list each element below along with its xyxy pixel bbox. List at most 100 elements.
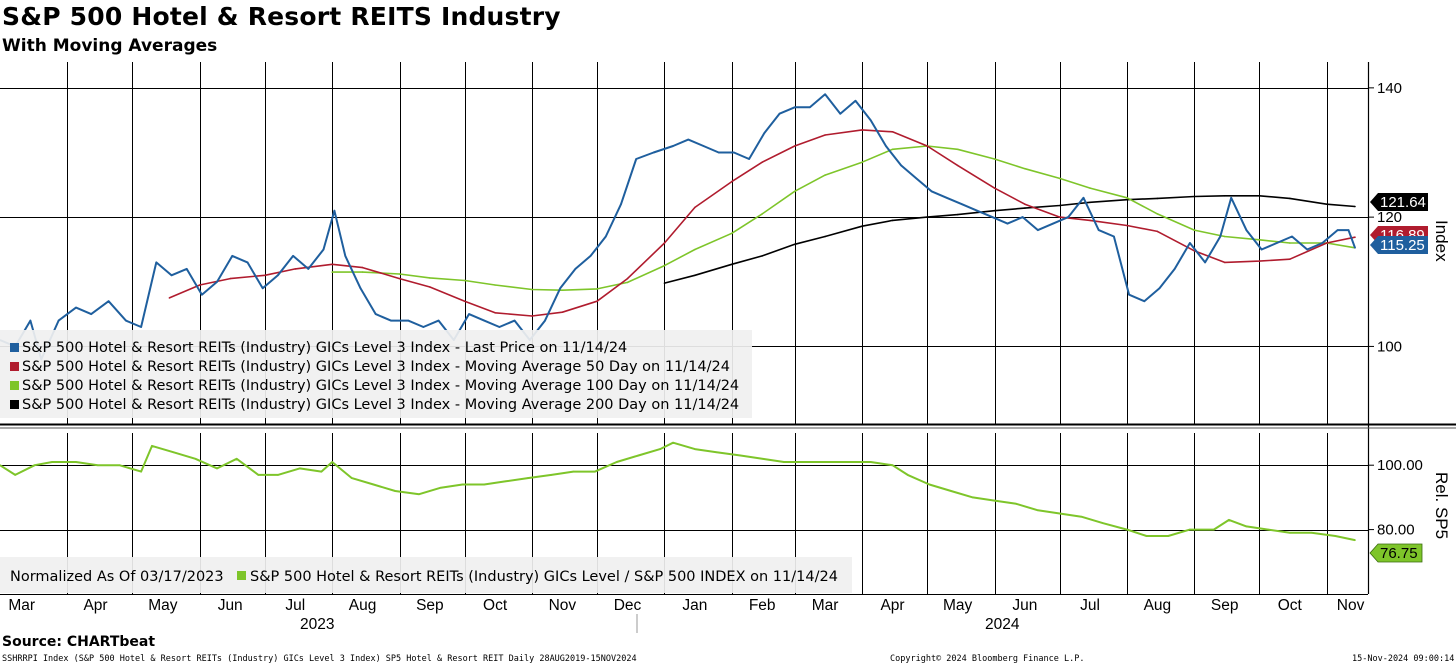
series-ma50-point <box>361 266 364 269</box>
series-ma100-point <box>463 279 466 282</box>
series-last-price-point <box>945 197 948 199</box>
series-last-price-point <box>90 313 92 315</box>
series-last-price-point <box>344 255 347 257</box>
x-axis-month-label: Mar <box>812 597 839 614</box>
legend-label-ma200: S&P 500 Hotel & Resort REITs (Industry) … <box>22 397 739 413</box>
series-relative-point <box>659 448 661 450</box>
x-axis-month-label: May <box>148 597 178 614</box>
series-ma200-point <box>993 209 996 212</box>
series-last-price-point <box>635 158 637 160</box>
series-ma100-point <box>1058 177 1061 180</box>
series-ma100-point <box>561 289 564 292</box>
series-last-price-point <box>1204 261 1206 264</box>
series-relative-point <box>194 458 197 460</box>
series-last-price-point <box>1067 216 1070 218</box>
series-relative-point <box>235 458 238 460</box>
upper-y-tick-label: 120 <box>1377 209 1402 226</box>
series-last-price-point <box>107 300 110 303</box>
series-relative-point <box>1058 512 1061 515</box>
series-relative-point <box>572 470 575 473</box>
series-last-price-point <box>605 235 607 238</box>
series-relative-point <box>526 477 529 479</box>
series-ma200-point <box>1325 203 1328 205</box>
series-relative-point <box>694 448 696 450</box>
series-ma100-point <box>1126 197 1128 199</box>
series-relative-point <box>298 467 301 470</box>
series-relative-point <box>0 464 1 466</box>
series-ma100-point <box>1156 213 1159 215</box>
series-last-price-point <box>748 158 750 160</box>
x-axis-year-2023: 2023 <box>300 616 334 633</box>
series-relative-point <box>1189 528 1191 531</box>
series-last-price-point <box>869 119 872 121</box>
series-ma200-point <box>1289 197 1291 200</box>
legend-label-ma50: S&P 500 Hotel & Resort REITs (Industry) … <box>22 359 730 375</box>
series-relative-point <box>1267 528 1269 531</box>
legend-swatch-ma50 <box>10 362 19 371</box>
series-ma50-point <box>429 286 431 288</box>
lower-y-tick-label: 80.00 <box>1377 522 1415 539</box>
x-axis-month-label: Feb <box>749 597 776 614</box>
series-last-price-point <box>57 319 60 322</box>
series-ma100-point <box>626 281 629 284</box>
lower-panel-series <box>0 441 1356 542</box>
series-ma50-point <box>1325 242 1328 244</box>
chart-title: S&P 500 Hotel & Resort REITS Industry <box>2 2 561 31</box>
series-ma100-point <box>331 271 334 273</box>
lower-y-axis-title: Rel. SP5 <box>1432 472 1451 539</box>
series-last-price-point <box>322 248 325 251</box>
x-axis-month-labels: Mar Apr May Jun Jul Aug Sep Oct Nov Dec Jan Feb Mar A… <box>8 597 1364 614</box>
series-ma200-point <box>1058 204 1061 207</box>
series-relative-point <box>394 490 397 492</box>
series-ma50-point <box>891 131 894 133</box>
series-ma200-point <box>1258 195 1261 197</box>
series-last-price-point <box>231 255 234 257</box>
series-last-price-point <box>900 164 902 167</box>
series-ma200-point <box>824 235 826 238</box>
series-ma50-point <box>824 134 826 136</box>
series-ma100-point <box>398 273 401 275</box>
x-axis-month-label: Sep <box>416 597 444 614</box>
legend-swatch-ma100 <box>10 381 19 390</box>
series-relative-point <box>715 451 718 454</box>
legend-label-normalized: Normalized As Of 03/17/2023 <box>10 569 224 585</box>
series-last-price-point <box>1037 229 1039 231</box>
series-relative-point <box>972 496 974 499</box>
series-last-price-point <box>374 313 377 315</box>
series-relative-point <box>151 445 153 447</box>
series-ma50-point <box>1089 219 1091 222</box>
series-ma50-point <box>694 206 696 209</box>
upper-y-tick-label: 100 <box>1377 338 1402 355</box>
series-ma200-point <box>861 225 863 227</box>
series-last-price-point <box>1082 197 1085 199</box>
series-ma100-point <box>1289 242 1291 244</box>
series-relative-point <box>1245 525 1248 528</box>
series-relative-point <box>739 454 742 457</box>
series-ma50-point <box>1156 230 1159 233</box>
series-last-price-point <box>75 306 77 309</box>
x-axis-month-label: Oct <box>483 597 508 614</box>
series-relative-point <box>1015 503 1017 505</box>
series-last-price-point <box>125 319 127 322</box>
series-relative-point <box>637 454 640 457</box>
series-last-price-point <box>733 151 735 154</box>
series-last-price-point <box>809 106 811 109</box>
series-last-price-point <box>544 319 546 322</box>
series-ma50-point <box>663 242 666 244</box>
series-relative-point <box>320 470 323 473</box>
series-last-price-point <box>468 313 470 315</box>
series-ma50-point <box>596 300 598 303</box>
series-last-price-point <box>1321 242 1324 244</box>
series-last-price-point <box>513 319 516 322</box>
series-ma100-point <box>361 271 364 273</box>
series-ma50-point <box>1289 258 1291 261</box>
series-last-price-point <box>359 287 362 290</box>
footer-copyright: Copyright© 2024 Bloomberg Finance L.P. <box>890 654 1085 664</box>
x-axis-month-label: Nov <box>1337 597 1365 614</box>
upper-panel-series <box>0 93 1356 361</box>
x-axis-month-label: Nov <box>549 597 577 614</box>
series-last-price-point <box>1230 197 1232 199</box>
footer-index-description: SSHRRPI Index (S&P 500 Hotel & Resort RE… <box>2 654 637 664</box>
series-last-price-point <box>140 326 142 328</box>
series-ma200-point <box>1193 195 1196 198</box>
